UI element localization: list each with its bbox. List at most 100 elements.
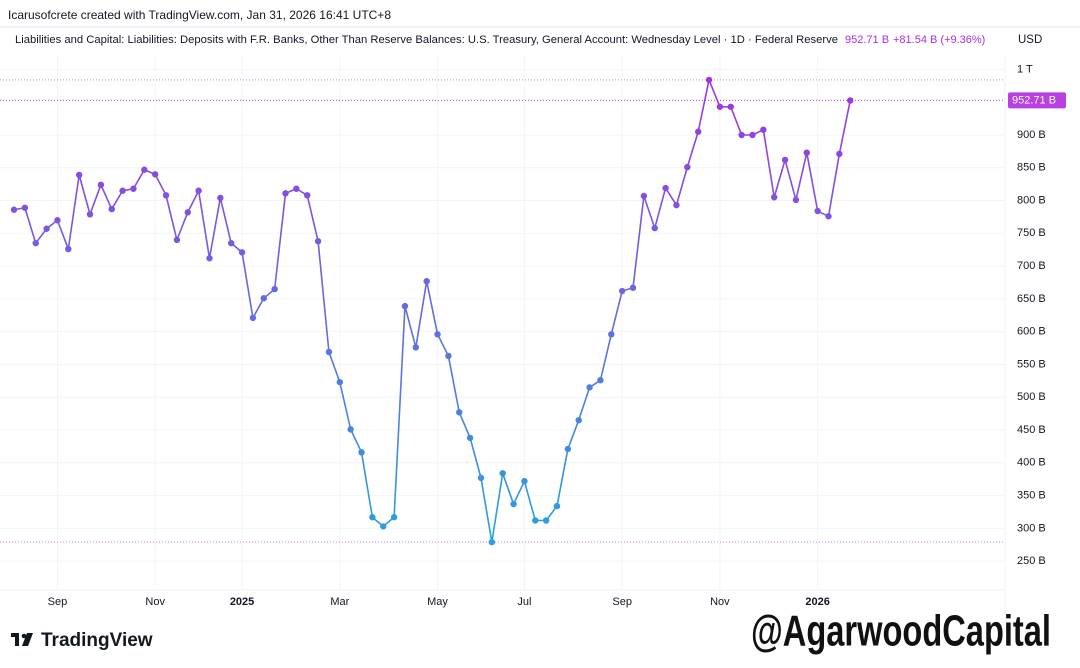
data-point — [586, 384, 593, 391]
data-point — [825, 213, 832, 220]
data-point — [21, 204, 29, 211]
data-point — [618, 287, 626, 295]
legend-title: Liabilities and Capital: Liabilities: De… — [15, 34, 838, 46]
data-point — [54, 217, 61, 224]
y-tick-label: 550 B — [1017, 358, 1046, 370]
data-point — [521, 477, 528, 485]
brand: TradingView — [41, 630, 153, 651]
data-point — [477, 474, 485, 482]
data-point — [694, 128, 702, 135]
data-point — [662, 184, 669, 192]
data-point — [43, 225, 50, 232]
data-point — [184, 209, 191, 216]
legend-value: 952.71 B — [845, 34, 889, 46]
data-point — [803, 149, 810, 156]
data-point — [108, 205, 115, 213]
data-point — [75, 171, 83, 179]
data-point — [173, 236, 181, 244]
data-point — [532, 517, 539, 524]
data-point — [86, 211, 94, 218]
y-tick-label: 850 B — [1017, 162, 1046, 174]
data-point — [97, 181, 105, 189]
x-tick-label: 2026 — [805, 596, 829, 608]
data-point — [651, 224, 658, 232]
data-point — [401, 302, 409, 310]
data-point — [162, 192, 170, 199]
logo-part — [22, 633, 33, 646]
legend-change: +81.54 B (+9.36%) — [893, 34, 985, 46]
logo-part — [21, 633, 27, 639]
data-point — [195, 187, 202, 194]
data-point — [608, 331, 615, 338]
data-point — [65, 245, 72, 253]
y-tick-label: 300 B — [1017, 522, 1046, 534]
data-point — [814, 207, 821, 215]
y-tick-label: 700 B — [1017, 260, 1046, 272]
y-tick-label: 350 B — [1017, 489, 1046, 501]
price-tag-label: 952.71 B — [1012, 94, 1056, 106]
y-tick-label: 450 B — [1017, 424, 1046, 436]
data-point — [10, 206, 18, 213]
data-point — [640, 192, 648, 200]
watermark: @AgarwoodCapital — [751, 607, 1051, 656]
data-point — [369, 514, 376, 521]
data-point — [771, 194, 778, 201]
grid — [0, 55, 1005, 590]
data-point — [445, 352, 452, 360]
data-point — [390, 514, 398, 521]
data-point — [282, 190, 289, 197]
y-tick-label: 900 B — [1017, 129, 1046, 141]
data-point — [380, 523, 387, 530]
data-point — [325, 348, 333, 356]
currency: USD — [1018, 34, 1042, 46]
data-point — [673, 201, 680, 209]
data-point — [575, 416, 582, 424]
data-point — [130, 185, 137, 192]
x-tick-label: Nov — [710, 596, 730, 608]
data-point — [336, 378, 343, 386]
data-point — [271, 285, 278, 293]
tradingview-logo: TradingView — [11, 630, 153, 651]
y-tick-label: 250 B — [1017, 555, 1046, 567]
data-point — [738, 131, 745, 139]
x-tick-label: Sep — [48, 596, 68, 608]
data-point — [217, 194, 224, 202]
data-point — [304, 192, 311, 199]
data-point — [466, 434, 474, 442]
y-tick-label: 500 B — [1017, 391, 1046, 403]
y-tick-label: 1 T — [1017, 63, 1033, 75]
data-point — [151, 171, 159, 178]
x-tick-label: Jul — [517, 596, 531, 608]
data-point — [510, 500, 517, 508]
y-tick-label: 600 B — [1017, 326, 1046, 338]
data-point — [347, 426, 354, 433]
header: Icarusofcrete created with TradingView.c… — [8, 8, 391, 22]
data-point — [358, 449, 365, 456]
y-tick-label: 800 B — [1017, 194, 1046, 206]
data-point — [542, 517, 550, 524]
x-tick-label: 2025 — [230, 596, 254, 608]
data-point — [206, 255, 213, 262]
data-point — [760, 126, 767, 133]
data-point — [564, 445, 572, 453]
data-point — [412, 344, 420, 351]
data-point — [716, 103, 724, 110]
x-tick-label: Mar — [330, 596, 349, 608]
data-point — [260, 295, 267, 302]
data-point — [684, 163, 691, 171]
logo-part — [15, 633, 19, 646]
data-point — [119, 187, 126, 194]
data-point — [792, 196, 800, 204]
x-tick-label: Nov — [145, 596, 165, 608]
data-point — [488, 538, 496, 546]
data-point — [749, 131, 756, 139]
data-point — [228, 239, 235, 247]
data-point — [629, 284, 637, 291]
x-tick-label: May — [427, 596, 448, 608]
data-point — [141, 166, 148, 173]
data-point — [434, 331, 441, 338]
data-point — [456, 409, 463, 416]
y-tick-label: 750 B — [1017, 227, 1046, 239]
